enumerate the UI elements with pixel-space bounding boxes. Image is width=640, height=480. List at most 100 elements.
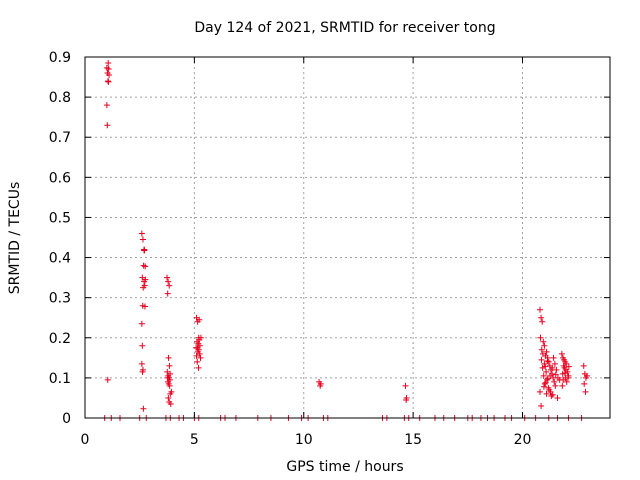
data-point bbox=[139, 368, 146, 375]
x-tick-label: 15 bbox=[404, 432, 422, 448]
axes bbox=[84, 56, 611, 419]
x-tick-label: 5 bbox=[190, 432, 199, 448]
chart-title: Day 124 of 2021, SRMTID for receiver ton… bbox=[194, 20, 495, 36]
y-tick-label: 0.9 bbox=[49, 50, 71, 66]
data-point bbox=[164, 290, 171, 297]
data-point bbox=[166, 362, 173, 369]
tick-marks bbox=[84, 56, 610, 419]
data-point bbox=[196, 350, 203, 357]
data-point bbox=[538, 356, 545, 363]
data-point bbox=[193, 352, 200, 359]
y-tick-label: 0.6 bbox=[49, 170, 71, 186]
data-point bbox=[544, 376, 550, 383]
data-point bbox=[541, 360, 548, 367]
data-point bbox=[538, 346, 545, 353]
x-tick-label: 10 bbox=[295, 432, 313, 448]
data-point bbox=[141, 303, 148, 310]
data-point bbox=[105, 66, 112, 73]
data-point bbox=[543, 390, 550, 397]
data-point bbox=[138, 360, 145, 367]
data-point bbox=[561, 370, 568, 377]
data-point bbox=[581, 380, 588, 387]
data-point bbox=[584, 372, 591, 379]
y-tick-label: 0.2 bbox=[49, 331, 71, 347]
data-point bbox=[554, 394, 561, 401]
data-point bbox=[545, 358, 552, 365]
y-tick-label: 0.4 bbox=[49, 251, 71, 267]
data-point bbox=[537, 306, 543, 313]
data-point bbox=[541, 380, 548, 387]
x-axis-label: GPS time / hours bbox=[286, 459, 403, 475]
data-point bbox=[544, 375, 551, 382]
plot-frame bbox=[84, 56, 611, 419]
y-axis-label: SRMTID / TECUs bbox=[7, 182, 23, 295]
data-point bbox=[168, 388, 175, 395]
x-tick-label: 20 bbox=[514, 432, 532, 448]
data-point bbox=[105, 78, 112, 85]
data-point bbox=[550, 354, 557, 361]
data-point bbox=[582, 388, 589, 395]
y-tick-label: 0.1 bbox=[49, 371, 71, 387]
data-point bbox=[565, 374, 571, 381]
data-point bbox=[542, 379, 549, 386]
data-point bbox=[539, 364, 546, 371]
data-point bbox=[403, 396, 410, 403]
y-tick-label: 0.5 bbox=[49, 210, 71, 226]
data-point bbox=[540, 338, 547, 345]
data-point bbox=[165, 394, 172, 401]
data-point bbox=[195, 364, 202, 371]
data-point bbox=[558, 350, 565, 357]
data-point bbox=[552, 371, 559, 378]
y-tick-label: 0.8 bbox=[49, 90, 71, 106]
data-point bbox=[538, 314, 545, 321]
tick-labels: 0 0.1 0.2 0.3 0.4 0.5 0.6 0.7 0.8 0.9 0 5 10 15 20 bbox=[49, 50, 532, 448]
data-point bbox=[197, 354, 204, 361]
data-point bbox=[166, 282, 173, 289]
data-point bbox=[141, 247, 148, 254]
data-point bbox=[139, 236, 146, 243]
data-point bbox=[317, 380, 324, 387]
data-point bbox=[139, 274, 146, 281]
data-point bbox=[197, 334, 204, 341]
data-point bbox=[196, 316, 203, 323]
data-point bbox=[559, 382, 566, 389]
data-point bbox=[165, 354, 172, 361]
data-point bbox=[549, 364, 556, 371]
data-point bbox=[565, 363, 572, 370]
data-point bbox=[139, 342, 146, 349]
data-point bbox=[165, 278, 172, 285]
data-point bbox=[540, 383, 547, 390]
data-point bbox=[549, 391, 556, 398]
data-point bbox=[553, 366, 560, 373]
data-point bbox=[540, 372, 547, 379]
data-point bbox=[548, 392, 555, 399]
data-point bbox=[104, 376, 111, 383]
data-point bbox=[164, 274, 171, 281]
data-point bbox=[402, 382, 409, 389]
data-point bbox=[544, 358, 551, 365]
data-points bbox=[101, 60, 591, 421]
data-point bbox=[194, 358, 201, 365]
data-point bbox=[541, 342, 548, 349]
data-point bbox=[106, 72, 113, 79]
data-point bbox=[104, 122, 111, 129]
data-point bbox=[105, 60, 112, 67]
data-point bbox=[142, 263, 149, 270]
data-point bbox=[140, 262, 147, 269]
data-point bbox=[142, 276, 149, 283]
x-tick-label: 0 bbox=[81, 432, 90, 448]
data-point bbox=[164, 374, 171, 381]
data-point bbox=[193, 344, 200, 351]
data-point bbox=[551, 378, 558, 385]
data-point bbox=[140, 405, 147, 412]
grid-lines bbox=[85, 57, 610, 418]
data-point bbox=[103, 102, 110, 109]
y-tick-label: 0 bbox=[62, 411, 71, 427]
data-point bbox=[543, 348, 550, 355]
data-point bbox=[538, 402, 545, 409]
data-point bbox=[166, 382, 173, 389]
data-point bbox=[552, 382, 559, 389]
data-point bbox=[138, 230, 145, 237]
data-point bbox=[551, 360, 558, 367]
